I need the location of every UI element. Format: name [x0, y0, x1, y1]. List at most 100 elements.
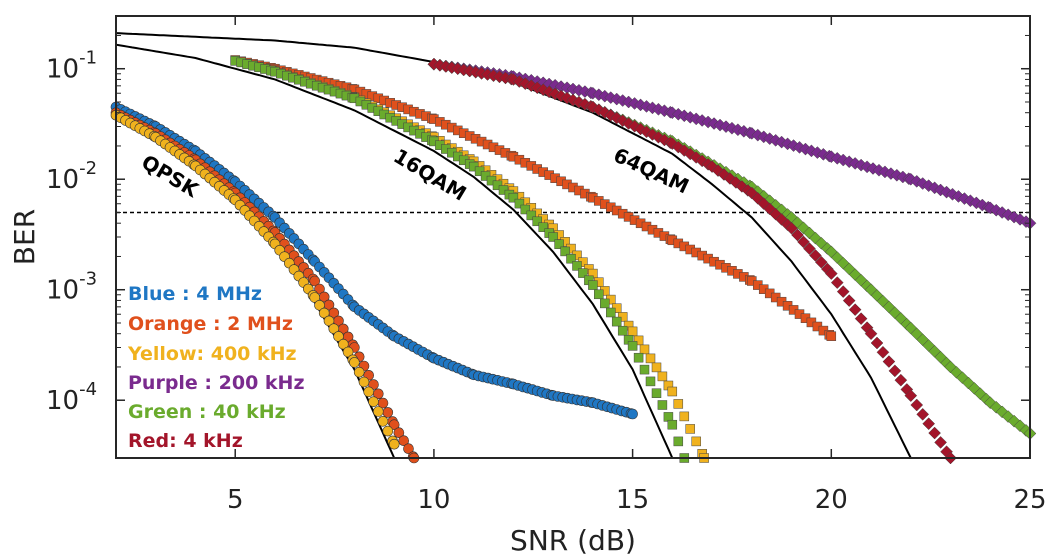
data-point — [888, 364, 902, 378]
data-point — [508, 192, 519, 203]
data-point — [864, 327, 878, 341]
legend-yellow: Yellow: 400 kHz — [127, 343, 297, 365]
data-point — [910, 398, 924, 412]
data-point — [657, 400, 668, 410]
data-point — [815, 255, 828, 269]
data-point — [639, 364, 650, 375]
data-point — [342, 346, 354, 358]
data-point — [572, 261, 582, 271]
data-point — [679, 411, 690, 422]
data-point — [870, 336, 884, 350]
data-point — [645, 353, 656, 364]
data-point — [588, 280, 598, 290]
data-point — [854, 312, 868, 326]
data-point — [627, 341, 638, 351]
y-tick-label: 10-4 — [46, 379, 97, 416]
legend-purple: Purple : 200 kHz — [128, 372, 305, 394]
data-point — [566, 253, 576, 264]
data-point — [363, 386, 375, 398]
data-point — [538, 222, 548, 232]
data-point — [685, 424, 695, 434]
x-tick-label: 20 — [815, 485, 848, 515]
data-point — [548, 232, 558, 242]
data-point — [514, 198, 525, 209]
data-point — [882, 355, 896, 368]
data-point — [791, 228, 804, 242]
theory-curve-16qam — [115, 43, 674, 459]
data-point — [633, 352, 644, 363]
y-tick-label: 10-2 — [46, 158, 97, 195]
data-point — [358, 376, 370, 388]
data-point — [617, 325, 628, 336]
data-point — [826, 331, 837, 341]
data-point — [333, 331, 344, 342]
x-tick-label: 25 — [1013, 485, 1046, 515]
data-point — [309, 292, 321, 303]
data-point — [372, 406, 384, 417]
data-point — [667, 419, 678, 430]
data-point — [842, 294, 856, 307]
y-axis-title: BER — [8, 209, 41, 265]
x-axis: 5 10 15 20 25 — [227, 16, 1047, 515]
data-point — [667, 386, 678, 397]
data-point — [388, 438, 400, 450]
data-point — [894, 373, 908, 387]
data-point — [904, 389, 918, 403]
data-point — [594, 289, 604, 300]
data-point — [377, 415, 389, 427]
data-point — [673, 399, 684, 409]
data-point — [314, 283, 325, 295]
data-point — [398, 435, 410, 447]
series-green-square — [230, 56, 690, 463]
data-point — [353, 366, 365, 378]
x-tick-label: 10 — [417, 485, 450, 515]
data-point — [578, 268, 588, 278]
data-point — [526, 210, 537, 221]
data-point — [382, 407, 394, 418]
y-tick-exponent: -1 — [79, 48, 97, 69]
data-point — [803, 242, 816, 255]
data-point — [520, 204, 531, 215]
data-point — [403, 443, 414, 455]
legend: Blue : 4 MHz Orange : 2 MHz Yellow: 400 … — [127, 283, 305, 452]
data-point — [922, 417, 936, 431]
data-point — [785, 221, 798, 235]
legend-blue: Blue : 4 MHz — [128, 283, 262, 305]
data-point — [314, 299, 325, 311]
data-point — [337, 338, 349, 350]
data-point — [830, 276, 844, 289]
legend-red: Red: 4 kHz — [128, 430, 243, 452]
data-point — [328, 323, 340, 335]
x-tick-label: 15 — [616, 485, 649, 515]
series-red-diamond — [427, 57, 957, 465]
data-point — [651, 362, 662, 373]
data-point — [627, 408, 638, 420]
data-point — [876, 345, 890, 359]
data-point — [651, 388, 662, 398]
x-tick-label: 5 — [227, 485, 244, 515]
data-point — [916, 408, 930, 421]
data-point — [657, 371, 668, 382]
y-tick-exponent: -3 — [79, 269, 97, 290]
data-point — [673, 436, 684, 447]
data-point — [318, 307, 330, 319]
data-point — [393, 427, 405, 439]
data-point — [797, 235, 810, 249]
data-series — [110, 55, 1037, 465]
data-point — [554, 239, 564, 249]
data-point — [309, 275, 321, 287]
data-point — [836, 285, 850, 298]
data-point — [691, 436, 701, 447]
x-axis-title: SNR (dB) — [510, 524, 636, 557]
data-point — [645, 376, 656, 387]
data-point — [928, 426, 941, 440]
data-point — [382, 425, 394, 437]
data-point — [560, 246, 570, 257]
data-point — [611, 316, 622, 327]
data-point — [639, 344, 650, 355]
y-tick-exponent: -2 — [79, 158, 97, 179]
data-point — [388, 419, 400, 431]
y-tick-label: 10-3 — [46, 269, 97, 306]
data-point — [848, 303, 862, 317]
